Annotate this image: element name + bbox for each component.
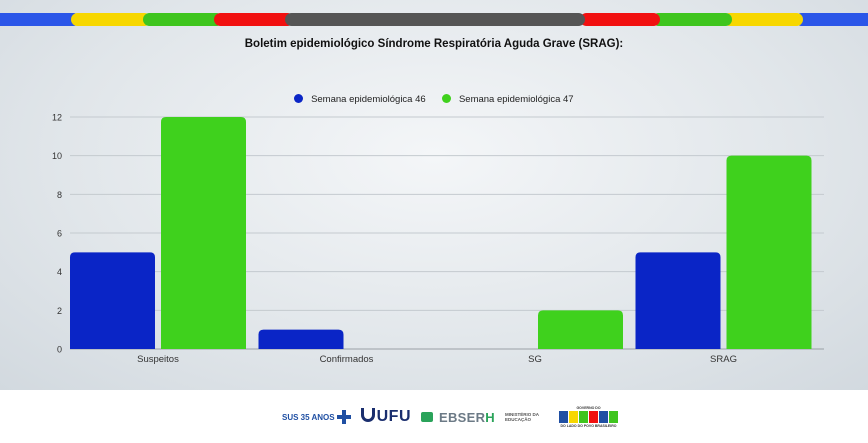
legend-dot-47 (442, 94, 452, 103)
y-tick-label: 2 (57, 306, 62, 316)
bar-week47-srag (726, 155, 812, 349)
legend-label-47: Semana epidemiológica 47 (458, 94, 574, 105)
bar-week46-confirmados (258, 329, 344, 349)
ebserh-logo-accent: H (485, 409, 495, 425)
ufu-mark-icon (360, 408, 375, 422)
brasil-logo-bottom: DO LADO DO POVO BRASILEIRO (560, 424, 617, 428)
x-tick-label: Confirmados (320, 354, 374, 365)
y-tick-label: 10 (52, 151, 62, 161)
governo-brasil-logo: GOVERNO DO DO LADO DO POVO BRASILEIRO (559, 406, 618, 428)
ufu-logo: UFU (360, 408, 411, 426)
stripe-segment (0, 13, 80, 26)
brasil-logo-blocks (559, 411, 618, 423)
y-tick-label: 8 (57, 190, 62, 200)
chart-panel: Boletim epidemiológico Síndrome Respirat… (0, 0, 868, 390)
bar-week46-suspeitos (70, 252, 155, 349)
y-tick-label: 12 (52, 113, 62, 123)
bar-week47-sg (538, 310, 623, 349)
legend-label-46: Semana epidemiológica 46 (311, 94, 426, 105)
sus-logo-text: SUS 35 ANOS (282, 412, 335, 422)
ebserh-mark-icon (421, 411, 433, 422)
sus-logo: SUS 35 ANOS (282, 410, 351, 424)
sus-cross-icon (336, 410, 351, 424)
ebserh-logo-text: EBSER (439, 409, 486, 425)
bar-chart: 0 2 4 6 8 10 12 Suspeitos Confirmados SG SRAG (52, 113, 824, 365)
chart-title: Boletim epidemiológico Síndrome Respirat… (244, 38, 624, 50)
y-tick-label: 6 (57, 229, 62, 239)
footer (0, 390, 868, 443)
legend-item-46[interactable]: Semana epidemiológica 46 (294, 94, 426, 105)
ufu-logo-text: UFU (376, 408, 411, 425)
stripe-segment (214, 13, 294, 26)
x-tick-label: SG (528, 354, 542, 365)
stripe-segment (71, 13, 151, 26)
brasil-logo-top: GOVERNO DO (576, 406, 601, 410)
mec-logo: MINISTÉRIO DA EDUCAÇÃO (505, 411, 539, 423)
stripe-segment (723, 13, 803, 26)
bar-week46-srag (635, 252, 721, 349)
legend-item-47[interactable]: Semana epidemiológica 47 (442, 94, 574, 105)
ebserh-logo: EBSERH (421, 410, 495, 425)
partner-logos: SUS 35 ANOS UFU EBSERH MINISTÉRIO DA EDU… (282, 406, 618, 428)
stripe-segment (795, 13, 868, 26)
color-stripe (0, 13, 868, 26)
stripe-segment (580, 13, 660, 26)
bar-week47-suspeitos (161, 117, 246, 349)
y-tick-label: 0 (57, 345, 62, 355)
x-tick-label: SRAG (710, 354, 737, 365)
x-tick-label: Suspeitos (137, 354, 179, 365)
chart-legend: Semana epidemiológica 46 Semana epidemio… (0, 94, 868, 105)
legend-dot-46 (294, 94, 304, 103)
y-tick-label: 4 (57, 267, 62, 277)
stripe-segment (143, 13, 223, 26)
stripe-segment (652, 13, 732, 26)
stripe-segment (285, 13, 585, 26)
